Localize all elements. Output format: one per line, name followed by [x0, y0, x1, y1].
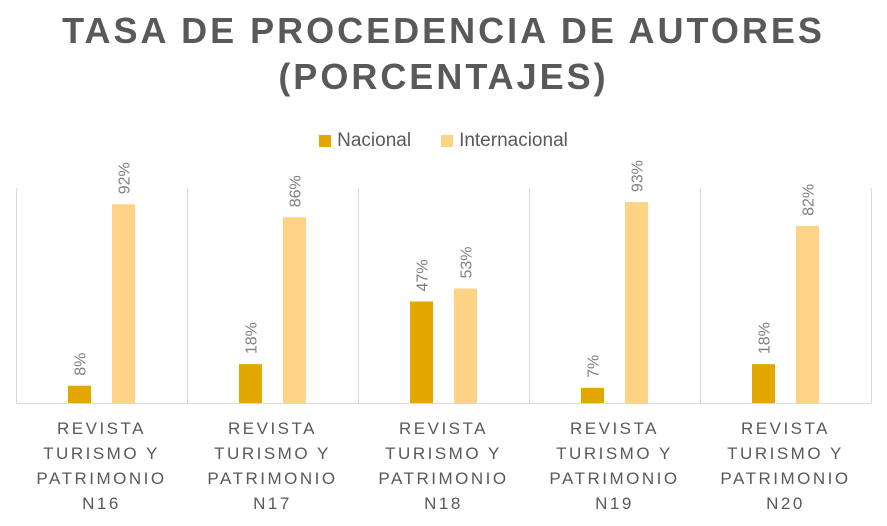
bar-nacional: [68, 385, 91, 403]
bar-nacional: [752, 364, 775, 403]
category-label: REVISTA: [741, 419, 830, 438]
bar-internacional: [112, 204, 135, 403]
category-label: REVISTA: [57, 419, 146, 438]
legend-item-nacional: Nacional: [319, 130, 411, 152]
category-label: N17: [253, 494, 292, 513]
category-label: TURISMO Y: [43, 444, 160, 463]
legend-swatch-internacional: [441, 135, 454, 147]
bar-internacional: [625, 202, 648, 403]
category-label: PATRIMONIO: [36, 469, 166, 488]
category-label: N18: [424, 494, 463, 513]
bar-nacional: [410, 301, 433, 403]
data-label: 92%: [117, 162, 134, 194]
category-label: TURISMO Y: [214, 444, 331, 463]
category-label: REVISTA: [228, 419, 317, 438]
data-label: 8%: [73, 353, 90, 376]
category-label: PATRIMONIO: [720, 469, 850, 488]
category-label: TURISMO Y: [556, 444, 673, 463]
category-label: PATRIMONIO: [549, 469, 679, 488]
data-label: 18%: [244, 322, 261, 354]
data-label: 53%: [459, 246, 476, 278]
chart-title-line1: TASA DE PROCEDENCIA DE AUTORES: [62, 10, 825, 51]
data-label: 93%: [630, 160, 647, 192]
legend-item-internacional: Internacional: [441, 130, 568, 152]
category-label: REVISTA: [399, 419, 488, 438]
category-label: REVISTA: [570, 419, 659, 438]
category-label: N19: [595, 494, 634, 513]
data-label: 82%: [801, 184, 818, 216]
category-label: PATRIMONIO: [207, 469, 337, 488]
legend-swatch-nacional: [319, 135, 332, 147]
chart-title: TASA DE PROCEDENCIA DE AUTORES (PORCENTA…: [0, 8, 887, 100]
data-label: 86%: [288, 175, 305, 207]
bar-nacional: [239, 364, 262, 403]
data-label: 18%: [757, 322, 774, 354]
data-label: 47%: [415, 259, 432, 291]
category-label: TURISMO Y: [727, 444, 844, 463]
category-label: PATRIMONIO: [378, 469, 508, 488]
category-label: N16: [82, 494, 121, 513]
legend-label-internacional: Internacional: [459, 130, 568, 151]
chart-legend: Nacional Internacional: [0, 130, 887, 152]
category-label: TURISMO Y: [385, 444, 502, 463]
category-label: N20: [766, 494, 805, 513]
chart-title-line2: (PORCENTAJES): [278, 56, 609, 97]
legend-label-nacional: Nacional: [337, 130, 412, 151]
bar-internacional: [796, 225, 819, 403]
bar-internacional: [454, 288, 477, 403]
bar-internacional: [283, 217, 306, 403]
data-label: 7%: [586, 355, 603, 378]
bar-nacional: [581, 387, 604, 403]
